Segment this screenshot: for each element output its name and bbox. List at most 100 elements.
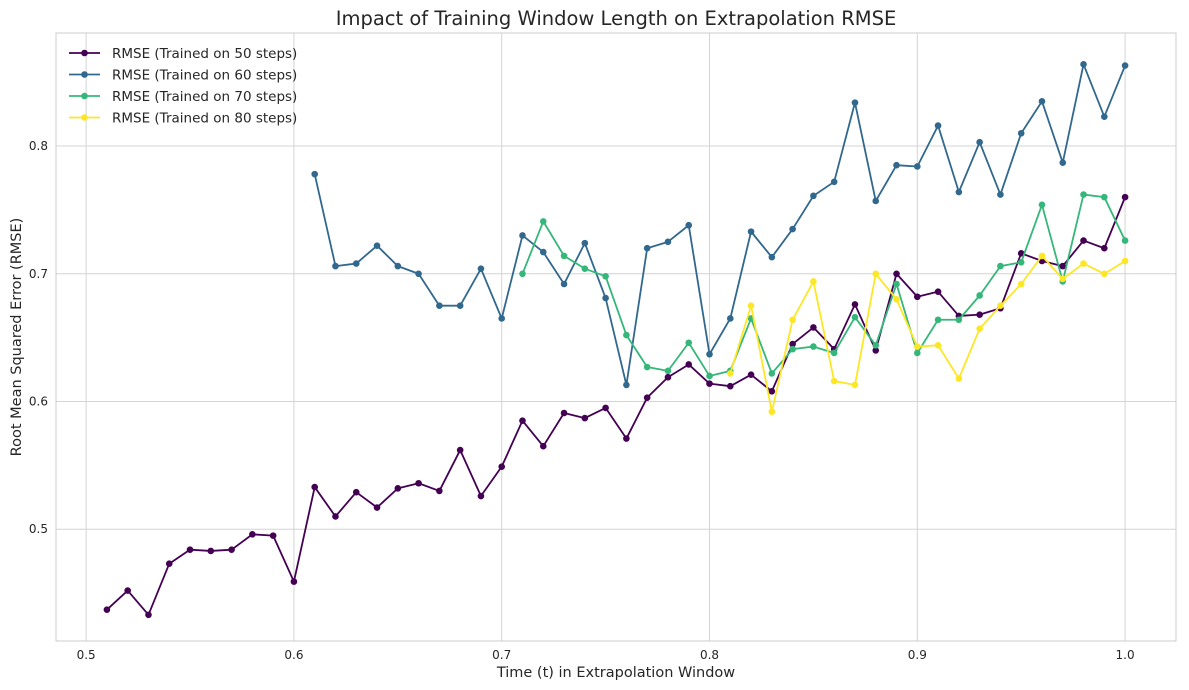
data-point [1059, 262, 1067, 270]
series-3 [519, 191, 1129, 380]
data-point [1017, 129, 1025, 137]
legend-label: RMSE (Trained on 70 steps) [112, 89, 297, 105]
data-point [332, 513, 339, 520]
data-point [332, 262, 339, 270]
data-point [602, 273, 609, 280]
data-point [810, 343, 817, 350]
data-point [623, 331, 630, 339]
data-point [103, 606, 111, 614]
data-point [726, 315, 734, 322]
legend-item: RMSE (Trained on 70 steps) [69, 89, 297, 105]
data-point [934, 342, 942, 349]
data-point [664, 373, 672, 381]
series-4 [726, 252, 1129, 416]
data-point [789, 316, 796, 324]
data-point [851, 99, 859, 106]
x-tick-label: 0.8 [700, 648, 719, 662]
data-point [602, 404, 609, 412]
data-point [456, 446, 464, 454]
data-point [997, 262, 1004, 270]
data-point [955, 375, 963, 382]
data-point [581, 239, 589, 247]
data-point [311, 170, 319, 178]
data-point [830, 178, 838, 186]
legend: RMSE (Trained on 50 steps) RMSE (Trained … [69, 46, 297, 127]
data-point [851, 381, 859, 389]
data-point [1059, 159, 1067, 166]
data-point [934, 122, 942, 129]
data-point [643, 363, 651, 371]
data-point [726, 370, 734, 377]
data-point [519, 270, 526, 278]
data-point [747, 371, 755, 378]
series-2 [311, 60, 1129, 389]
data-point [685, 221, 693, 229]
data-point [955, 188, 963, 196]
plot-area-frame [55, 32, 1177, 642]
legend-label: RMSE (Trained on 60 steps) [112, 68, 297, 84]
data-point [415, 270, 422, 278]
data-point [1017, 280, 1025, 288]
data-point [352, 488, 360, 496]
data-point [207, 547, 215, 555]
data-point [893, 270, 900, 278]
data-point [976, 325, 983, 332]
data-point [747, 228, 755, 235]
data-point [1080, 237, 1087, 244]
data-point [726, 382, 734, 390]
data-point [893, 296, 900, 303]
data-point [145, 611, 152, 619]
data-point [124, 587, 131, 594]
data-point [1038, 201, 1046, 209]
data-point [976, 311, 983, 318]
data-point [851, 301, 859, 308]
data-point [436, 302, 443, 310]
x-axis-ticks: 0.5 0.6 0.7 0.8 0.9 1.0 [77, 648, 1135, 662]
data-point [1121, 193, 1129, 201]
data-point [415, 479, 422, 487]
data-point [872, 270, 880, 278]
chart-title: Impact of Training Window Length on Extr… [336, 7, 897, 30]
data-point [539, 248, 547, 256]
data-point [934, 316, 942, 324]
data-point [976, 292, 983, 299]
series-layer [103, 60, 1129, 619]
data-point [747, 302, 755, 310]
legend-label: RMSE (Trained on 50 steps) [112, 46, 297, 62]
legend-marker [81, 49, 88, 57]
data-point [872, 197, 880, 205]
data-point [851, 313, 859, 321]
data-point [1080, 260, 1087, 267]
grid-lines [56, 33, 1176, 641]
data-point [913, 163, 921, 170]
x-tick-label: 0.9 [908, 648, 927, 662]
data-point [560, 409, 568, 417]
x-tick-label: 0.7 [492, 648, 511, 662]
y-tick-label: 0.5 [29, 522, 48, 536]
data-point [1101, 270, 1108, 278]
data-point [893, 161, 900, 169]
data-point [976, 138, 983, 146]
data-point [623, 381, 630, 389]
data-point [228, 546, 235, 553]
data-point [810, 192, 817, 200]
data-point [830, 377, 838, 385]
x-tick-label: 0.5 [77, 648, 96, 662]
data-point [560, 252, 568, 260]
data-point [581, 265, 589, 272]
data-point [165, 560, 173, 568]
data-point [913, 343, 921, 350]
data-point [706, 380, 713, 387]
data-point [498, 315, 506, 322]
data-point [436, 487, 443, 495]
data-point [477, 265, 485, 272]
data-point [768, 253, 776, 261]
y-tick-label: 0.7 [29, 267, 48, 281]
data-point [872, 347, 880, 354]
series-line [313, 63, 1126, 386]
data-point [560, 280, 568, 288]
data-point [290, 578, 298, 585]
series-line [106, 196, 1126, 616]
data-point [768, 408, 776, 416]
